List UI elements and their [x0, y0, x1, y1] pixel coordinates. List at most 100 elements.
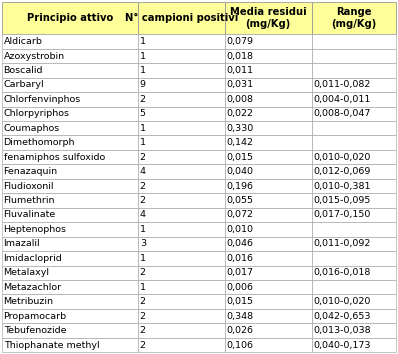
Text: 2: 2 [140, 268, 146, 277]
Text: 0,016: 0,016 [226, 254, 254, 263]
Bar [312, 323, 396, 338]
Bar [312, 34, 396, 49]
Text: 2: 2 [140, 341, 146, 349]
Bar [2, 208, 138, 222]
Bar [138, 309, 224, 323]
Text: Coumaphos: Coumaphos [4, 124, 60, 133]
Bar [2, 49, 138, 63]
Text: 1: 1 [140, 124, 146, 133]
Text: 3: 3 [140, 239, 146, 249]
Text: 0,011: 0,011 [226, 66, 254, 75]
Text: 5: 5 [140, 109, 146, 118]
Text: Metazachlor: Metazachlor [4, 283, 62, 292]
Bar [224, 208, 312, 222]
Text: Chlorfenvinphos: Chlorfenvinphos [4, 95, 81, 104]
Text: 0,008-0,047: 0,008-0,047 [314, 109, 371, 118]
Text: 0,010: 0,010 [226, 225, 254, 234]
Text: 9: 9 [140, 80, 146, 90]
Text: Heptenophos: Heptenophos [4, 225, 66, 234]
Bar [2, 309, 138, 323]
Text: 0,015-0,095: 0,015-0,095 [314, 196, 371, 205]
Text: 2: 2 [140, 297, 146, 306]
Bar [2, 136, 138, 150]
Bar [2, 121, 138, 136]
Text: 2: 2 [140, 182, 146, 190]
Text: 0,004-0,011: 0,004-0,011 [314, 95, 371, 104]
Bar [2, 236, 138, 251]
Bar [224, 78, 312, 92]
Text: Boscalid: Boscalid [4, 66, 43, 75]
Bar [138, 2, 224, 34]
Text: Range
(mg/Kg): Range (mg/Kg) [332, 7, 377, 29]
Text: 0,008: 0,008 [226, 95, 254, 104]
Bar [138, 150, 224, 164]
Text: Carbaryl: Carbaryl [4, 80, 44, 90]
Bar [2, 295, 138, 309]
Bar [138, 92, 224, 107]
Bar [138, 222, 224, 236]
Bar [312, 78, 396, 92]
Bar [312, 295, 396, 309]
Bar [2, 34, 138, 49]
Text: Flumethrin: Flumethrin [4, 196, 55, 205]
Bar [2, 222, 138, 236]
Text: 0,022: 0,022 [226, 109, 254, 118]
Bar [138, 179, 224, 193]
Text: Imidacloprid: Imidacloprid [4, 254, 62, 263]
Bar [138, 164, 224, 179]
Bar [312, 266, 396, 280]
Bar [224, 280, 312, 295]
Text: 0,011-0,082: 0,011-0,082 [314, 80, 371, 90]
Text: 0,330: 0,330 [226, 124, 254, 133]
Text: 0,016-0,018: 0,016-0,018 [314, 268, 371, 277]
Text: 2: 2 [140, 312, 146, 321]
Text: Chlorpyriphos: Chlorpyriphos [4, 109, 70, 118]
Bar [138, 63, 224, 78]
Bar [138, 236, 224, 251]
Bar [224, 323, 312, 338]
Bar [312, 121, 396, 136]
Bar [2, 63, 138, 78]
Text: 0,046: 0,046 [226, 239, 254, 249]
Text: 0,015: 0,015 [226, 297, 254, 306]
Text: 4: 4 [140, 167, 146, 176]
Bar [312, 193, 396, 208]
Bar [224, 150, 312, 164]
Text: 0,196: 0,196 [226, 182, 254, 190]
Text: 0,142: 0,142 [226, 138, 254, 147]
Text: Thiophanate methyl: Thiophanate methyl [4, 341, 99, 349]
Bar [224, 63, 312, 78]
Bar [312, 164, 396, 179]
Text: Azoxystrobin: Azoxystrobin [4, 52, 65, 61]
Bar [138, 34, 224, 49]
Text: 0,040: 0,040 [226, 167, 254, 176]
Bar [2, 323, 138, 338]
Text: 0,015: 0,015 [226, 153, 254, 162]
Bar [312, 150, 396, 164]
Text: 1: 1 [140, 283, 146, 292]
Bar [312, 179, 396, 193]
Bar [224, 222, 312, 236]
Text: 1: 1 [140, 254, 146, 263]
Text: 0,006: 0,006 [226, 283, 254, 292]
Text: 0,079: 0,079 [226, 37, 254, 46]
Bar [312, 208, 396, 222]
Text: 0,106: 0,106 [226, 341, 254, 349]
Bar [138, 49, 224, 63]
Bar [224, 295, 312, 309]
Text: Fenazaquin: Fenazaquin [4, 167, 58, 176]
Text: Fludioxonil: Fludioxonil [4, 182, 54, 190]
Bar [2, 2, 138, 34]
Bar [312, 222, 396, 236]
Text: 0,040-0,173: 0,040-0,173 [314, 341, 371, 349]
Bar [224, 251, 312, 266]
Bar [2, 266, 138, 280]
Bar [224, 236, 312, 251]
Bar [2, 150, 138, 164]
Bar [138, 121, 224, 136]
Bar [138, 208, 224, 222]
Bar [2, 338, 138, 352]
Text: 1: 1 [140, 138, 146, 147]
Bar [224, 179, 312, 193]
Bar [138, 78, 224, 92]
